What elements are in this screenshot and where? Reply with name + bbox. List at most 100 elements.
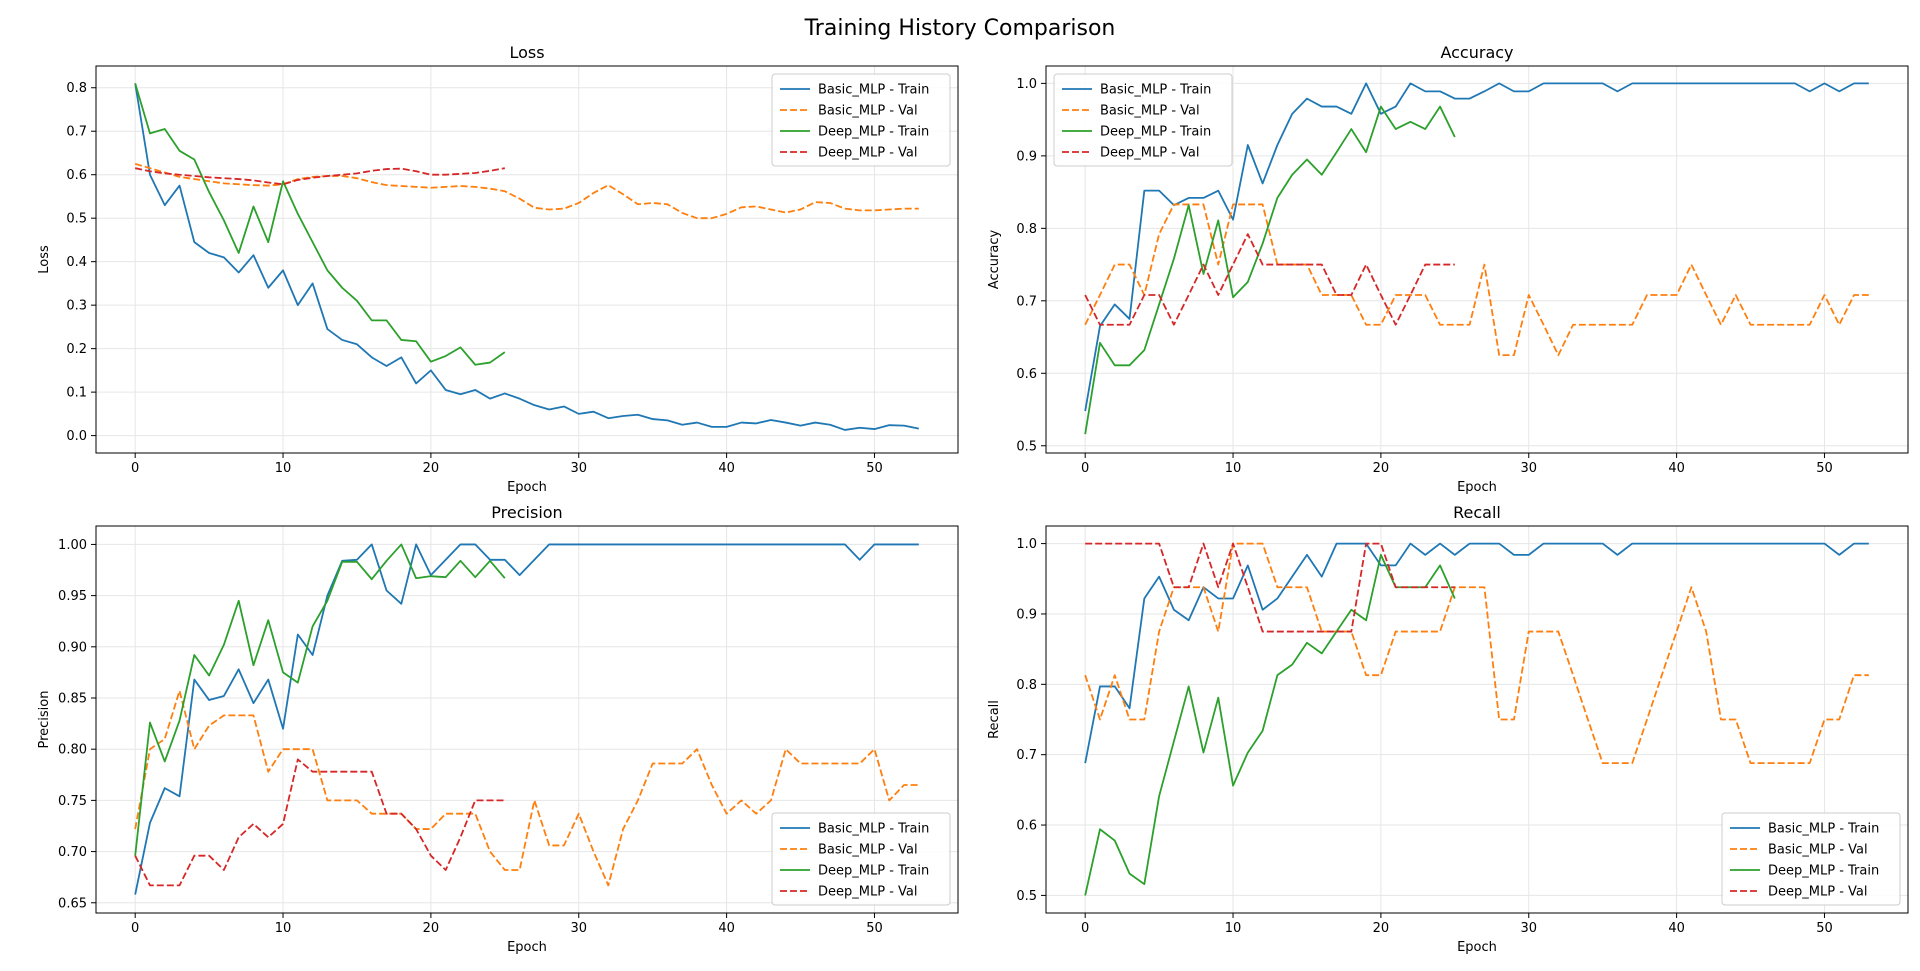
subplot-title: Recall (1453, 503, 1501, 522)
series-line-basic-mlp-val (134, 689, 919, 887)
y-tick-label: 0.95 (58, 589, 87, 604)
legend-label: Deep_MLP - Val (1768, 885, 1867, 900)
y-tick-label: 0.75 (58, 794, 87, 809)
x-tick-label: 20 (1373, 921, 1390, 936)
legend-label: Basic_MLP - Val (818, 104, 918, 119)
legend-label: Deep_MLP - Val (818, 885, 917, 900)
x-tick-label: 20 (423, 461, 440, 476)
legend-label: Deep_MLP - Train (1768, 864, 1879, 879)
series-line-basic-mlp-train (1084, 82, 1869, 412)
series-line-deep-mlp-val (1085, 542, 1455, 633)
subplots: 0 10 20 30 40 50 0.0 0.1 0.2 0.3 0.4 0.5 0.6 0.7 0.8 Lo… (37, 43, 1909, 955)
legend-label: Deep_MLP - Train (818, 125, 929, 140)
x-tick-label: 30 (1520, 921, 1537, 936)
y-tick-label: 0.70 (58, 845, 87, 860)
x-tick-label: 0 (131, 461, 139, 476)
x-tick-label: 0 (131, 921, 139, 936)
x-tick-label: 40 (718, 921, 735, 936)
y-tick-label: 1.0 (1016, 537, 1037, 552)
x-tick-label: 40 (1668, 921, 1685, 936)
legend-label: Basic_MLP - Train (1100, 83, 1211, 98)
y-tick-label: 0.80 (58, 743, 87, 758)
legend-label: Basic_MLP - Val (818, 843, 918, 858)
y-tick-label: 0.4 (66, 255, 87, 270)
legend: Basic_MLP - Train Basic_MLP - Val Deep_MLP… (1721, 812, 1901, 906)
series-line-deep-mlp-train (134, 543, 506, 856)
subplot-title: Precision (491, 503, 562, 522)
legend-label: Deep_MLP - Val (818, 146, 917, 161)
x-tick-label: 40 (1668, 461, 1685, 476)
legend-label: Deep_MLP - Val (1100, 146, 1199, 161)
legend-box (1721, 812, 1901, 906)
series-line-basic-mlp-train (134, 543, 919, 895)
axes-frame (1045, 65, 1909, 454)
figure-title: Training History Comparison (804, 16, 1116, 41)
y-tick-label: 0.8 (1016, 222, 1037, 237)
series-line-basic-mlp-val (1084, 203, 1869, 357)
y-tick-label: 0.2 (66, 342, 87, 357)
y-tick-label: 0.0 (66, 429, 87, 444)
legend-box (771, 73, 951, 167)
y-tick-label: 0.3 (66, 299, 87, 314)
x-axis-label: Epoch (1457, 480, 1497, 495)
y-tick-label: 0.90 (58, 640, 87, 655)
y-tick-label: 0.65 (58, 896, 87, 911)
x-tick-label: 50 (1816, 921, 1833, 936)
axes-frame (1045, 525, 1909, 914)
y-tick-label: 0.8 (1016, 678, 1037, 693)
series-line-basic-mlp-val (134, 162, 919, 220)
series-line-deep-mlp-train (1084, 105, 1456, 435)
legend-label: Basic_MLP - Val (1768, 843, 1868, 858)
y-axis-label: Recall (987, 700, 1002, 739)
legend-label: Basic_MLP - Train (818, 822, 929, 837)
axes-frame (95, 65, 959, 454)
x-tick-label: 20 (423, 921, 440, 936)
y-tick-label: 0.6 (1016, 367, 1037, 382)
x-tick-label: 0 (1081, 461, 1089, 476)
y-tick-label: 0.6 (1016, 819, 1037, 834)
subplot-accuracy: 0 10 20 30 40 50 0.5 0.6 0.7 0.8 0.9 1.0 Accuracy Epo… (987, 43, 1909, 495)
series-line-deep-mlp-train (134, 83, 506, 366)
legend: Basic_MLP - Train Basic_MLP - Val Deep_MLP… (771, 812, 951, 906)
y-axis-label: Loss (37, 245, 52, 274)
subplot-title: Loss (509, 43, 544, 62)
legend-label: Basic_MLP - Train (818, 83, 929, 98)
x-tick-label: 20 (1373, 461, 1390, 476)
series-line-basic-mlp-train (134, 83, 920, 431)
legend: Basic_MLP - Train Basic_MLP - Val Deep_MLP… (771, 73, 951, 167)
x-tick-label: 50 (866, 921, 883, 936)
y-tick-label: 0.5 (66, 212, 87, 227)
subplot-title: Accuracy (1440, 43, 1513, 62)
y-tick-label: 0.7 (1016, 748, 1037, 763)
y-tick-label: 1.0 (1016, 77, 1037, 92)
x-tick-label: 10 (1225, 921, 1242, 936)
y-axis-label: Accuracy (987, 230, 1002, 290)
x-axis-label: Epoch (1457, 940, 1497, 955)
subplot-loss: 0 10 20 30 40 50 0.0 0.1 0.2 0.3 0.4 0.5 0.6 0.7 0.8 Lo… (37, 43, 959, 495)
y-tick-label: 0.5 (1016, 889, 1037, 904)
legend-label: Basic_MLP - Train (1768, 822, 1879, 837)
subplot-recall: 0 10 20 30 40 50 0.5 0.6 0.7 0.8 0.9 1.0 Recall Epoch… (987, 503, 1909, 955)
x-tick-label: 10 (275, 461, 292, 476)
x-tick-label: 0 (1081, 921, 1089, 936)
y-tick-label: 0.85 (58, 692, 87, 707)
y-tick-label: 0.7 (66, 125, 87, 140)
x-tick-label: 30 (1520, 461, 1537, 476)
legend: Basic_MLP - Train Basic_MLP - Val Deep_MLP… (1053, 73, 1233, 167)
x-tick-label: 30 (570, 461, 587, 476)
y-axis-label: Precision (37, 690, 52, 748)
legend-label: Deep_MLP - Train (818, 864, 929, 879)
series-line-deep-mlp-val (134, 167, 505, 186)
legend-label: Basic_MLP - Val (1100, 104, 1200, 119)
series-line-deep-mlp-val (1084, 233, 1455, 326)
y-tick-label: 0.9 (1016, 149, 1037, 164)
y-tick-label: 0.1 (66, 386, 87, 401)
x-axis-label: Epoch (507, 480, 547, 495)
legend-box (771, 812, 951, 906)
y-tick-label: 0.5 (1016, 439, 1037, 454)
y-tick-label: 0.7 (1016, 294, 1037, 309)
legend-box (1053, 73, 1233, 167)
x-tick-label: 30 (570, 921, 587, 936)
